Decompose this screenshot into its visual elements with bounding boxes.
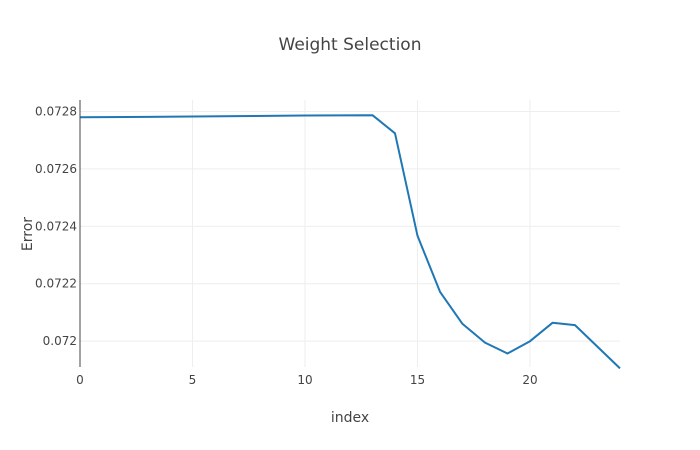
- y-axis-title: Error: [20, 217, 36, 251]
- grid: [80, 100, 620, 367]
- y-tick-label: 0.0728: [35, 104, 77, 118]
- series-layer: [79, 114, 621, 370]
- y-tick-label: 0.072: [43, 334, 77, 348]
- x-tick-label: 20: [522, 373, 537, 387]
- tick-labels: 0 5 10 15 20 0.072 0.0722 0.0724 0.0726 0.0728: [35, 104, 538, 387]
- x-tick-label: 10: [297, 373, 312, 387]
- y-tick-label: 0.0724: [35, 219, 77, 233]
- chart-title: Weight Selection: [279, 35, 422, 55]
- x-tick-label: 15: [410, 373, 425, 387]
- x-tick-label: 0: [76, 373, 84, 387]
- y-tick-label: 0.0726: [35, 162, 77, 176]
- series-line: [79, 114, 621, 370]
- y-tick-label: 0.0722: [35, 277, 77, 291]
- x-tick-label: 5: [189, 373, 197, 387]
- x-axis-title: index: [331, 410, 369, 426]
